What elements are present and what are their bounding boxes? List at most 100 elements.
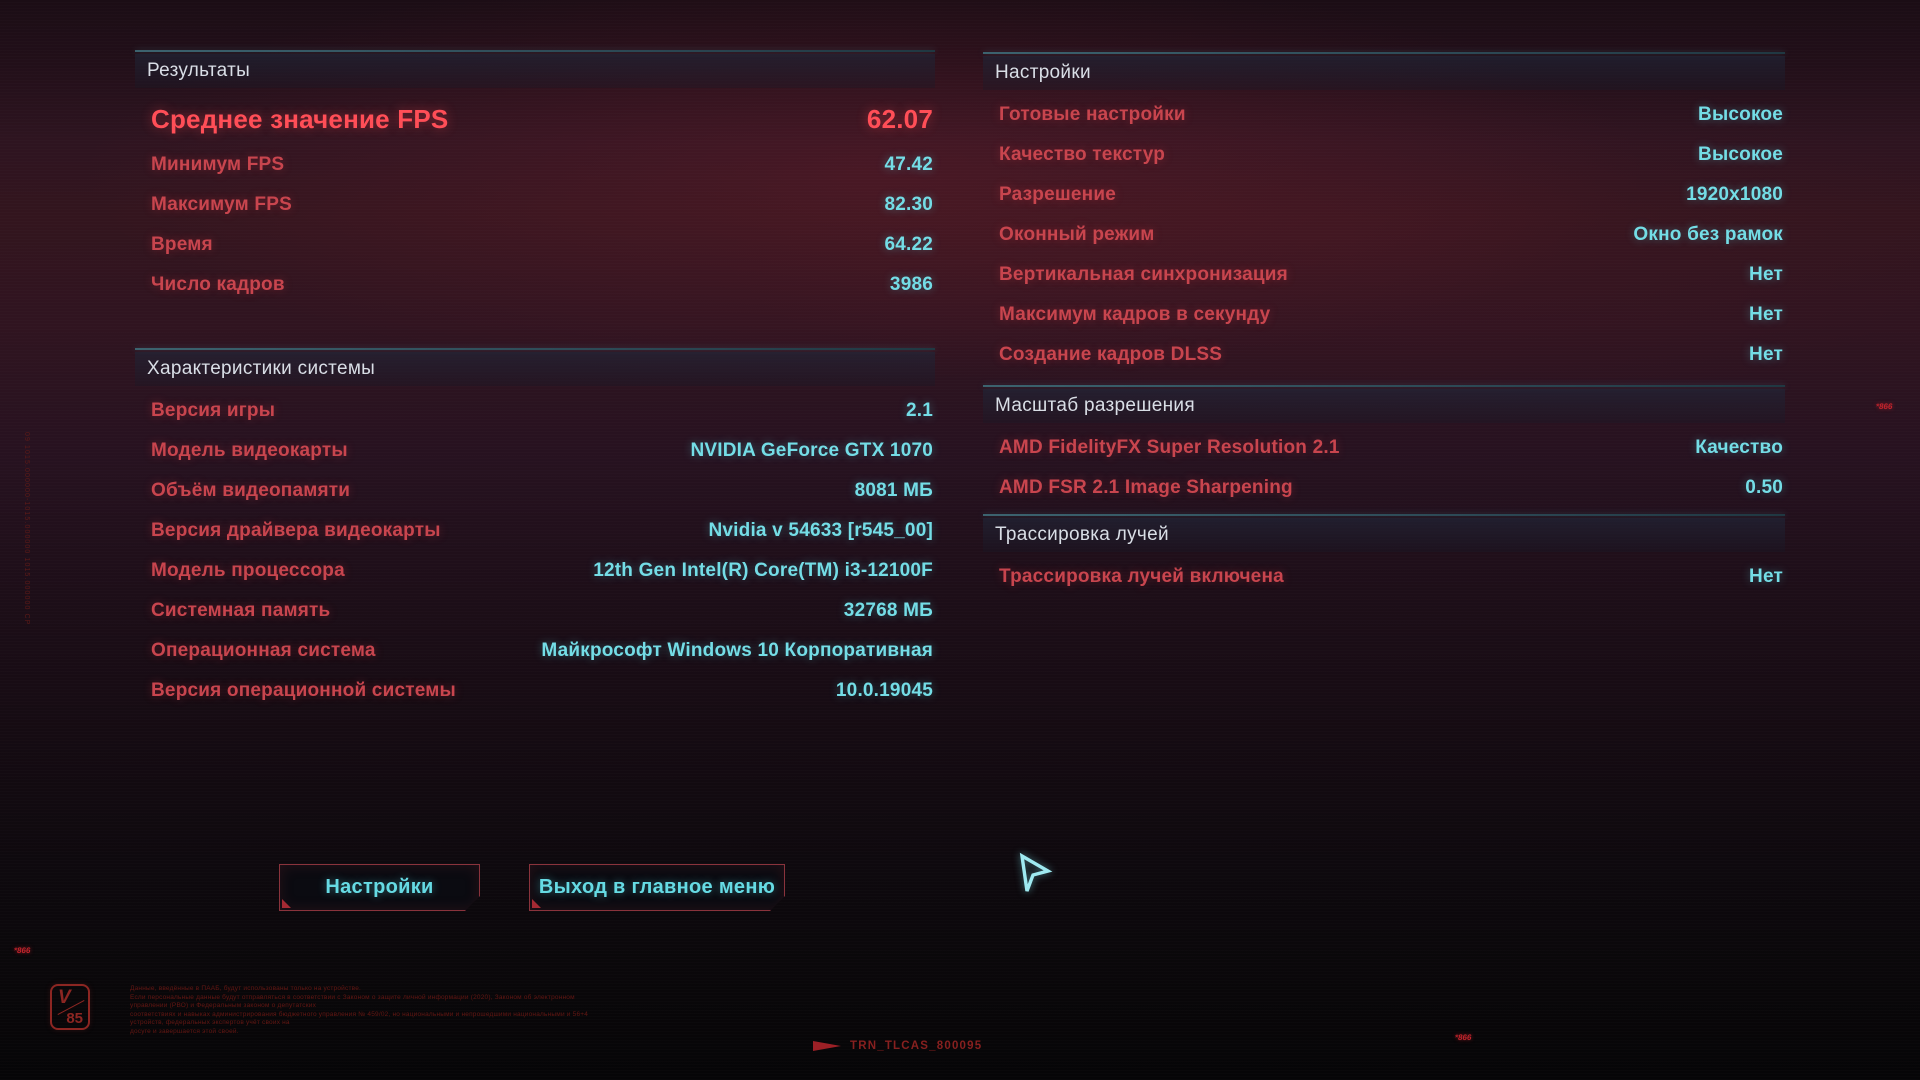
row-label: Системная память bbox=[151, 600, 331, 621]
row-value: 62.07 bbox=[866, 103, 933, 134]
row-value: Нет bbox=[1749, 344, 1783, 365]
section-divider bbox=[983, 514, 1785, 516]
row-label: Среднее значение FPS bbox=[151, 103, 449, 134]
section-divider bbox=[135, 348, 935, 350]
row-value: Нет bbox=[1749, 566, 1783, 587]
row-label: Оконный режим bbox=[999, 224, 1155, 245]
row-value: Нет bbox=[1749, 264, 1783, 285]
system-row-gpu-model: Модель видеокарты NVIDIA GeForce GTX 107… bbox=[135, 431, 935, 471]
system-row-vram: Объём видеопамяти 8081 МБ bbox=[135, 471, 935, 511]
settings-button[interactable]: Настройки bbox=[279, 864, 480, 911]
row-label: Версия драйвера видеокарты bbox=[151, 520, 441, 541]
row-value: Высокое bbox=[1698, 144, 1783, 165]
setting-row-vsync: Вертикальная синхронизация Нет bbox=[983, 255, 1785, 295]
vertical-coordinates-text: 09 1015.000000-1015.000000 1015.000000 C… bbox=[23, 432, 30, 626]
wedge-arrow-icon bbox=[813, 1041, 841, 1051]
row-label: Число кадров bbox=[151, 274, 285, 295]
row-value: 82.30 bbox=[884, 194, 933, 215]
settings-panel: Настройки Готовые настройки Высокое Каче… bbox=[983, 52, 1785, 375]
result-row-frame-count: Число кадров 3986 bbox=[135, 265, 935, 305]
resolution-scaling-rows: AMD FidelityFX Super Resolution 2.1 Каче… bbox=[983, 423, 1785, 508]
row-value: 1920x1080 bbox=[1686, 184, 1783, 205]
setting-row-resolution: Разрешение 1920x1080 bbox=[983, 175, 1785, 215]
build-tag-text: TRN_TLCAS_800095 bbox=[850, 1040, 983, 1052]
row-value: 64.22 bbox=[884, 234, 933, 255]
row-value: 47.42 bbox=[884, 154, 933, 175]
row-value: Майкрософт Windows 10 Корпоративная bbox=[541, 640, 933, 661]
result-row-max-fps: Максимум FPS 82.30 bbox=[135, 185, 935, 225]
ray-tracing-header: Трассировка лучей bbox=[983, 518, 1785, 552]
system-row-driver-version: Версия драйвера видеокарты Nvidia v 5463… bbox=[135, 511, 935, 551]
setting-row-fsr-sharpening: AMD FSR 2.1 Image Sharpening 0.50 bbox=[983, 468, 1785, 508]
legal-fine-print: Данные, введённые в ПААБ, будут использо… bbox=[130, 985, 610, 1037]
settings-header: Настройки bbox=[983, 56, 1785, 90]
row-value: 3986 bbox=[889, 274, 933, 295]
glitch-marker: *866 bbox=[1454, 1033, 1473, 1042]
row-label: AMD FidelityFX Super Resolution 2.1 bbox=[999, 437, 1340, 458]
row-label: Время bbox=[151, 234, 213, 255]
rating-number: 85 bbox=[66, 1010, 83, 1027]
row-label: AMD FSR 2.1 Image Sharpening bbox=[999, 477, 1293, 498]
row-value: Высокое bbox=[1698, 104, 1783, 125]
result-row-time: Время 64.22 bbox=[135, 225, 935, 265]
setting-row-dlss-frame-gen: Создание кадров DLSS Нет bbox=[983, 335, 1785, 375]
resolution-scaling-header: Масштаб разрешения bbox=[983, 389, 1785, 423]
settings-rows: Готовые настройки Высокое Качество текст… bbox=[983, 90, 1785, 375]
row-label: Минимум FPS bbox=[151, 154, 285, 175]
ray-tracing-panel: Трассировка лучей Трассировка лучей вклю… bbox=[983, 514, 1785, 597]
exit-to-main-menu-button[interactable]: Выход в главное меню bbox=[529, 864, 785, 911]
setting-row-fsr: AMD FidelityFX Super Resolution 2.1 Каче… bbox=[983, 428, 1785, 468]
row-value: 12th Gen Intel(R) Core(TM) i3-12100F bbox=[593, 560, 933, 581]
row-value: Нет bbox=[1749, 304, 1783, 325]
row-value: 10.0.19045 bbox=[835, 680, 933, 701]
system-header: Характеристики системы bbox=[135, 352, 935, 386]
fine-print-line: соответствиях и навыках администрировани… bbox=[130, 1010, 589, 1027]
resolution-scaling-panel: Масштаб разрешения AMD FidelityFX Super … bbox=[983, 385, 1785, 508]
row-label: Модель процессора bbox=[151, 560, 345, 581]
system-row-game-version: Версия игры 2.1 bbox=[135, 391, 935, 431]
section-divider bbox=[983, 385, 1785, 387]
row-label: Качество текстур bbox=[999, 144, 1166, 165]
row-value: 32768 МБ bbox=[843, 600, 933, 621]
row-value: NVIDIA GeForce GTX 1070 bbox=[690, 440, 933, 461]
setting-row-texture-quality: Качество текстур Высокое bbox=[983, 135, 1785, 175]
setting-row-preset: Готовые настройки Высокое bbox=[983, 95, 1785, 135]
glitch-marker: *866 bbox=[1875, 402, 1894, 411]
row-label: Модель видеокарты bbox=[151, 440, 348, 461]
row-label: Трассировка лучей включена bbox=[999, 566, 1284, 587]
row-value: Качество bbox=[1695, 437, 1783, 458]
system-panel: Характеристики системы Версия игры 2.1 М… bbox=[135, 348, 935, 711]
row-value: Окно без рамок bbox=[1633, 224, 1783, 245]
age-rating-badge: V 85 bbox=[50, 984, 90, 1030]
row-label: Максимум кадров в секунду bbox=[999, 304, 1271, 325]
section-divider bbox=[983, 52, 1785, 54]
row-label: Версия игры bbox=[151, 400, 276, 421]
row-value: Nvidia v 54633 [r545_00] bbox=[708, 520, 933, 541]
results-rows: Среднее значение FPS 62.07 Минимум FPS 4… bbox=[135, 88, 935, 305]
row-label: Максимум FPS bbox=[151, 194, 292, 215]
section-divider bbox=[135, 50, 935, 52]
fine-print-line: Если персональные данные будут отправлят… bbox=[130, 993, 575, 1010]
fine-print-line: досуге и завершается этой своей. bbox=[130, 1027, 239, 1035]
result-row-min-fps: Минимум FPS 47.42 bbox=[135, 145, 935, 185]
build-tag: TRN_TLCAS_800095 bbox=[813, 1040, 982, 1052]
setting-row-fps-cap: Максимум кадров в секунду Нет bbox=[983, 295, 1785, 335]
row-label: Создание кадров DLSS bbox=[999, 344, 1223, 365]
setting-row-ray-tracing-enabled: Трассировка лучей включена Нет bbox=[983, 557, 1785, 597]
results-panel: Результаты Среднее значение FPS 62.07 Ми… bbox=[135, 50, 935, 305]
fine-print-line: Данные, введённые в ПААБ, будут использо… bbox=[130, 985, 362, 992]
rating-letter: V bbox=[58, 987, 71, 1008]
setting-row-window-mode: Оконный режим Окно без рамок bbox=[983, 215, 1785, 255]
row-value: 8081 МБ bbox=[854, 480, 933, 501]
ray-tracing-rows: Трассировка лучей включена Нет bbox=[983, 552, 1785, 597]
row-label: Разрешение bbox=[999, 184, 1116, 205]
system-rows: Версия игры 2.1 Модель видеокарты NVIDIA… bbox=[135, 386, 935, 711]
system-row-os: Операционная система Майкрософт Windows … bbox=[135, 631, 935, 671]
cursor-arrow-icon bbox=[1019, 852, 1053, 892]
glitch-marker: *866 bbox=[13, 946, 32, 955]
result-row-average-fps: Среднее значение FPS 62.07 bbox=[135, 93, 935, 145]
row-label: Версия операционной системы bbox=[151, 680, 456, 701]
row-value: 0.50 bbox=[1745, 477, 1783, 498]
row-label: Готовые настройки bbox=[999, 104, 1186, 125]
row-label: Операционная система bbox=[151, 640, 376, 661]
